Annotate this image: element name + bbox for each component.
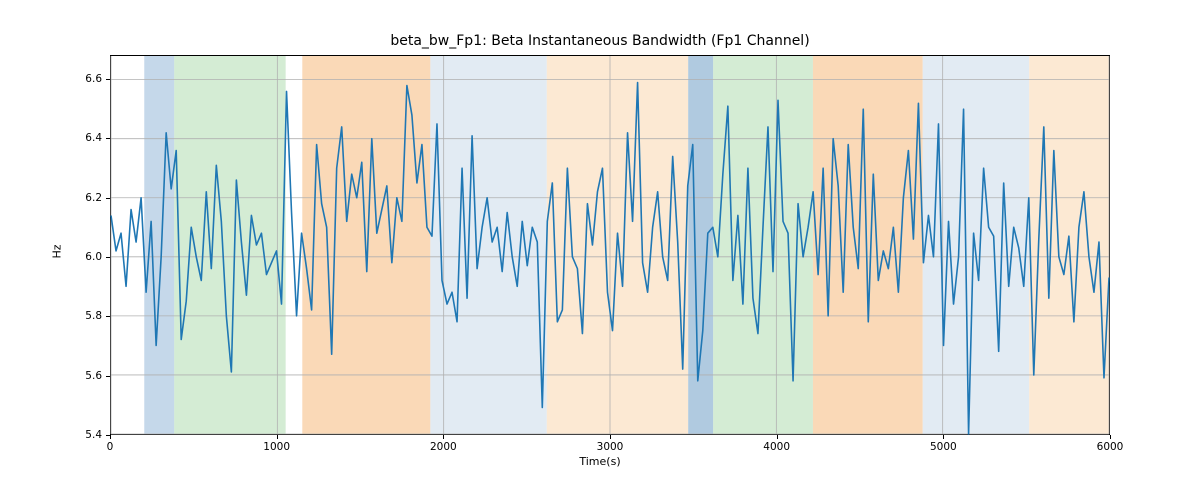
y-tick-label: 6.6: [85, 73, 102, 85]
y-tick-mark: [106, 79, 110, 80]
x-tick-label: 3000: [597, 441, 624, 453]
region-band: [174, 56, 285, 434]
x-tick-label: 2000: [430, 441, 457, 453]
x-tick-mark: [110, 435, 111, 439]
y-tick-label: 5.8: [85, 310, 102, 322]
y-axis-label: Hz: [51, 244, 64, 258]
x-tick-mark: [1110, 435, 1111, 439]
x-tick-mark: [277, 435, 278, 439]
x-tick-label: 1000: [263, 441, 290, 453]
y-tick-label: 5.4: [85, 429, 102, 441]
x-tick-mark: [943, 435, 944, 439]
x-tick-label: 6000: [1097, 441, 1124, 453]
x-axis-label: Time(s): [0, 455, 1200, 468]
y-tick-label: 6.4: [85, 132, 102, 144]
region-band: [923, 56, 1029, 434]
x-tick-mark: [610, 435, 611, 439]
y-tick-mark: [106, 316, 110, 317]
x-tick-label: 4000: [763, 441, 790, 453]
x-tick-label: 0: [107, 441, 114, 453]
y-tick-mark: [106, 198, 110, 199]
y-tick-mark: [106, 376, 110, 377]
y-tick-label: 5.6: [85, 370, 102, 382]
y-tick-mark: [106, 138, 110, 139]
region-band: [688, 56, 713, 434]
plot-area: [110, 55, 1110, 435]
x-tick-label: 5000: [930, 441, 957, 453]
y-tick-mark: [106, 435, 110, 436]
y-tick-mark: [106, 257, 110, 258]
figure: beta_bw_Fp1: Beta Instantaneous Bandwidt…: [0, 0, 1200, 500]
y-tick-label: 6.0: [85, 251, 102, 263]
x-tick-mark: [443, 435, 444, 439]
x-tick-mark: [777, 435, 778, 439]
chart-title: beta_bw_Fp1: Beta Instantaneous Bandwidt…: [0, 33, 1200, 49]
plot-svg: [111, 56, 1109, 434]
y-tick-label: 6.2: [85, 192, 102, 204]
